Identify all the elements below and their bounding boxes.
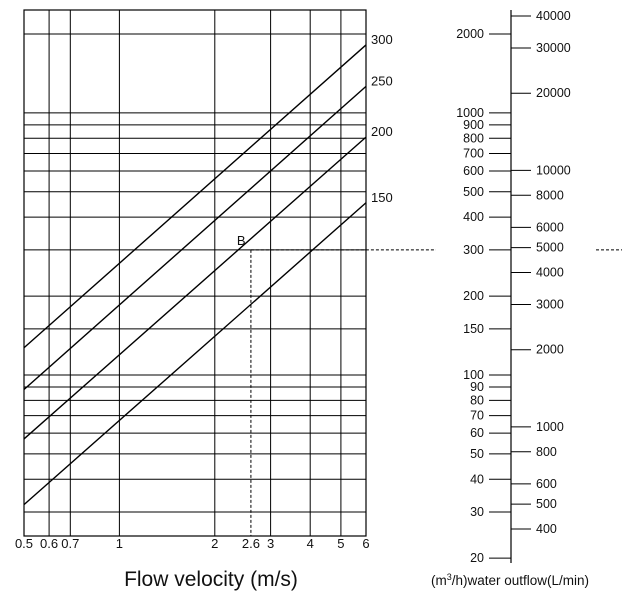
x-tick-label: 2.6 xyxy=(242,536,260,551)
scale-right-label: 800 xyxy=(536,445,557,459)
series-label-150: 150 xyxy=(371,190,393,205)
scale-left-label: 100 xyxy=(463,368,484,382)
scale-right-label: 600 xyxy=(536,477,557,491)
series-label-300: 300 xyxy=(371,32,393,47)
scale-left-label: 70 xyxy=(470,409,484,423)
x-tick-label: 1 xyxy=(116,536,123,551)
scale-left-label: 300 xyxy=(463,243,484,257)
x-axis-title: Flow velocity (m/s) xyxy=(124,568,298,591)
scale-left-label: 900 xyxy=(463,118,484,132)
scale-left-label: 50 xyxy=(470,447,484,461)
scale-right-label: 3000 xyxy=(536,298,564,312)
scale-right-label: 1000 xyxy=(536,420,564,434)
x-tick-label: 3 xyxy=(267,536,274,551)
outflow-scale: 2000100090080070060050040030020015010090… xyxy=(456,9,571,565)
scale-left-label: 80 xyxy=(470,393,484,407)
series-line-200 xyxy=(23,136,367,440)
scale-left-label: 60 xyxy=(470,426,484,440)
scale-left-label: 1000 xyxy=(456,106,484,120)
scale-right-label: 10000 xyxy=(536,163,571,177)
scale-left-label: 200 xyxy=(463,289,484,303)
series-line-250 xyxy=(23,85,367,391)
grid xyxy=(23,9,367,537)
scale-right-label: 4000 xyxy=(536,266,564,280)
scale-right-label: 30000 xyxy=(536,41,571,55)
scale-right-label: 6000 xyxy=(536,220,564,234)
scale-left-label: 30 xyxy=(470,505,484,519)
x-tick-label: 0.6 xyxy=(40,536,58,551)
x-tick-label: 2 xyxy=(211,536,218,551)
pipe-lines: 300 250 200 150 xyxy=(23,32,393,506)
scale-right-label: 400 xyxy=(536,522,557,536)
scale-left-label: 90 xyxy=(470,380,484,394)
series-line-300 xyxy=(23,44,367,349)
scale-left-label: 800 xyxy=(463,131,484,145)
scale-left-label: 2000 xyxy=(456,27,484,41)
series-label-250: 250 xyxy=(371,73,393,88)
point-b-label: B xyxy=(237,233,246,248)
scale-caption: (m3/h)water outflow(L/min) xyxy=(431,572,589,588)
scale-right-label: 500 xyxy=(536,497,557,511)
series-line-150 xyxy=(23,202,367,506)
x-tick-label: 5 xyxy=(337,536,344,551)
scale-left-label: 400 xyxy=(463,210,484,224)
scale-left-label: 500 xyxy=(463,185,484,199)
scale-right-label: 8000 xyxy=(536,188,564,202)
plot-frame xyxy=(23,9,367,537)
scale-left-label: 40 xyxy=(470,472,484,486)
point-b-guide: B xyxy=(237,233,622,536)
scale-left-label: 150 xyxy=(463,322,484,336)
scale-right-label: 2000 xyxy=(536,343,564,357)
scale-right-label: 40000 xyxy=(536,9,571,23)
scale-left-label: 600 xyxy=(463,164,484,178)
series-label-200: 200 xyxy=(371,124,393,139)
x-tick-label: 0.7 xyxy=(61,536,79,551)
scale-left-label: 700 xyxy=(463,146,484,160)
scale-left-label: 20 xyxy=(470,551,484,565)
x-tick-label: 0.5 xyxy=(15,536,33,551)
scale-right-label: 20000 xyxy=(536,86,571,100)
x-axis-ticks: 0.5 0.6 0.7 1 2 2.6 3 4 5 6 xyxy=(15,536,370,551)
x-tick-label: 4 xyxy=(307,536,314,551)
scale-right-label: 5000 xyxy=(536,241,564,255)
x-tick-label: 6 xyxy=(362,536,369,551)
